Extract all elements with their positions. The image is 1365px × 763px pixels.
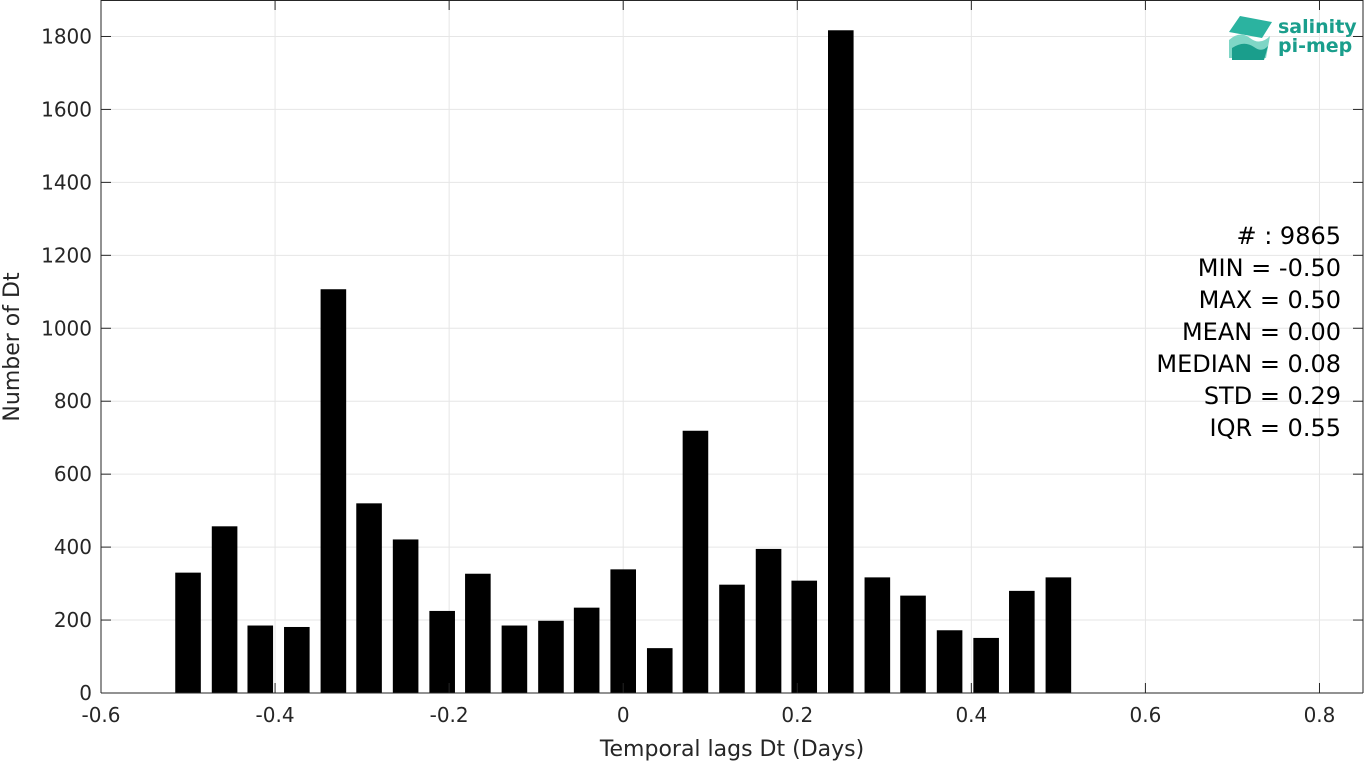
histogram-bar <box>538 620 564 693</box>
y-tick-label: 200 <box>54 608 92 632</box>
histogram-bar <box>1045 577 1072 693</box>
histogram-bar <box>864 577 891 693</box>
y-tick-label: 1200 <box>41 243 92 267</box>
histogram-bar <box>429 610 455 693</box>
x-axis-label: Temporal lags Dt (Days) <box>599 737 864 762</box>
histogram-bar <box>501 625 528 693</box>
histogram-bar <box>356 503 382 693</box>
histogram-bar <box>284 626 310 693</box>
logo-line-2: pi-mep <box>1278 35 1352 57</box>
histogram-bar <box>646 648 673 693</box>
histogram-bar <box>320 289 347 693</box>
stats-line: MAX = 0.50 <box>1199 286 1341 314</box>
x-tick-labels: -0.6 -0.4 -0.2 0 0.2 0.4 0.6 0.8 <box>81 703 1335 727</box>
y-tick-label: 0 <box>79 681 92 705</box>
x-tick-label: 0.8 <box>1304 703 1336 727</box>
x-tick-label: 0 <box>617 703 630 727</box>
salinity-wave-icon <box>1229 16 1272 60</box>
logo-line-1: salinity <box>1278 16 1357 38</box>
histogram-bar <box>936 630 963 693</box>
y-tick-label: 1800 <box>41 24 92 48</box>
salinity-pimep-logo: salinity pi-mep <box>1229 16 1357 60</box>
histogram-bar <box>900 595 926 693</box>
y-axis-label: Number of Dt <box>0 272 25 422</box>
y-tick-label: 400 <box>54 535 92 559</box>
y-tick-label: 600 <box>54 462 92 486</box>
stats-line: IQR = 0.55 <box>1210 414 1341 442</box>
axes <box>100 0 1364 694</box>
x-tick-label: 0.6 <box>1130 703 1162 727</box>
histogram-bar <box>719 584 745 693</box>
histogram-bar <box>682 430 709 693</box>
stats-line: STD = 0.29 <box>1204 382 1341 410</box>
histogram-bar <box>791 580 818 693</box>
histogram-bar <box>610 569 637 693</box>
histogram-bar <box>392 539 419 693</box>
stats-annotation: # : 9865 MIN = -0.50 MAX = 0.50 MEAN = 0.00… <box>1156 222 1341 442</box>
x-tick-label: 0.2 <box>781 703 813 727</box>
x-tick-label: 0.4 <box>955 703 987 727</box>
x-tick-label: -0.2 <box>430 703 469 727</box>
histogram-bar <box>573 607 600 693</box>
histogram-bar <box>247 625 274 693</box>
y-tick-labels: 0 200 400 600 800 1000 1200 1400 1600 1800 <box>41 24 92 705</box>
x-tick-label: -0.4 <box>256 703 295 727</box>
plot-area <box>101 0 1363 693</box>
stats-line: # : 9865 <box>1236 222 1341 250</box>
stats-line: MEDIAN = 0.08 <box>1156 350 1341 378</box>
y-tick-label: 1000 <box>41 316 92 340</box>
histogram-bar <box>827 30 854 694</box>
y-tick-label: 1400 <box>41 170 92 194</box>
y-tick-label: 800 <box>54 389 92 413</box>
histogram-bar <box>1009 590 1035 693</box>
histogram-bar <box>465 573 491 693</box>
x-tick-label: -0.6 <box>81 703 120 727</box>
stats-line: MEAN = 0.00 <box>1182 318 1341 346</box>
histogram-bar <box>175 572 201 693</box>
histogram-bar <box>211 526 238 693</box>
y-tick-label: 1600 <box>41 97 92 121</box>
stats-line: MIN = -0.50 <box>1198 254 1341 282</box>
histogram-bar <box>973 637 999 693</box>
histogram-bar <box>755 548 782 693</box>
bars <box>175 30 1072 694</box>
